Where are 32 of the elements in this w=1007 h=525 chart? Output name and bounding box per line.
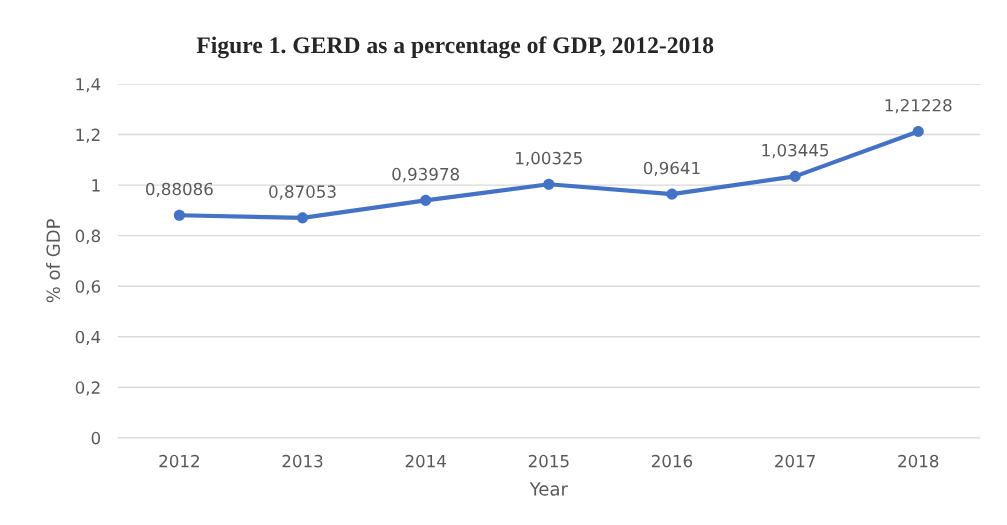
x-tick-label: 2017 [775, 454, 815, 468]
point [420, 194, 432, 206]
point [789, 170, 801, 182]
point [912, 125, 924, 137]
x-tick-label: 2015 [528, 454, 569, 468]
x-tick-label: 2016 [651, 454, 693, 468]
data-label: 1,03445 [762, 143, 829, 159]
point [543, 178, 555, 190]
y-tick-label: 0,2 [75, 381, 100, 396]
x-tick-label: 2012 [159, 454, 199, 468]
y-tick-label: 0 [91, 431, 101, 445]
chart-title: Figure 1. GERD as a percentage of GDP, 2012-2018 [196, 36, 714, 59]
y-axis-title: % of GDP [46, 219, 61, 303]
data-label: 1,00325 [516, 151, 582, 167]
x-tick-label: 2014 [405, 454, 446, 468]
y-tick-label: 0,4 [75, 330, 101, 346]
x-axis-title: Year [529, 482, 568, 496]
y-tick-label: 1,2 [76, 128, 100, 143]
data-label: 0,87053 [269, 185, 336, 200]
y-tick-label: 0,6 [75, 280, 101, 295]
data-label: 0,93978 [392, 167, 459, 183]
y-tick-label: 1 [92, 179, 100, 192]
data-label: 1,21228 [885, 98, 952, 114]
x-tick-label: 2018 [898, 454, 939, 468]
y-tick-label: 0,8 [75, 229, 101, 244]
y-tick-label: 1,4 [76, 78, 101, 93]
point [666, 188, 678, 200]
data-label: 0,9641 [643, 161, 700, 176]
data-label: 0,88086 [146, 182, 213, 198]
point [296, 212, 309, 224]
point [173, 209, 185, 221]
x-tick-label: 2013 [282, 454, 323, 468]
